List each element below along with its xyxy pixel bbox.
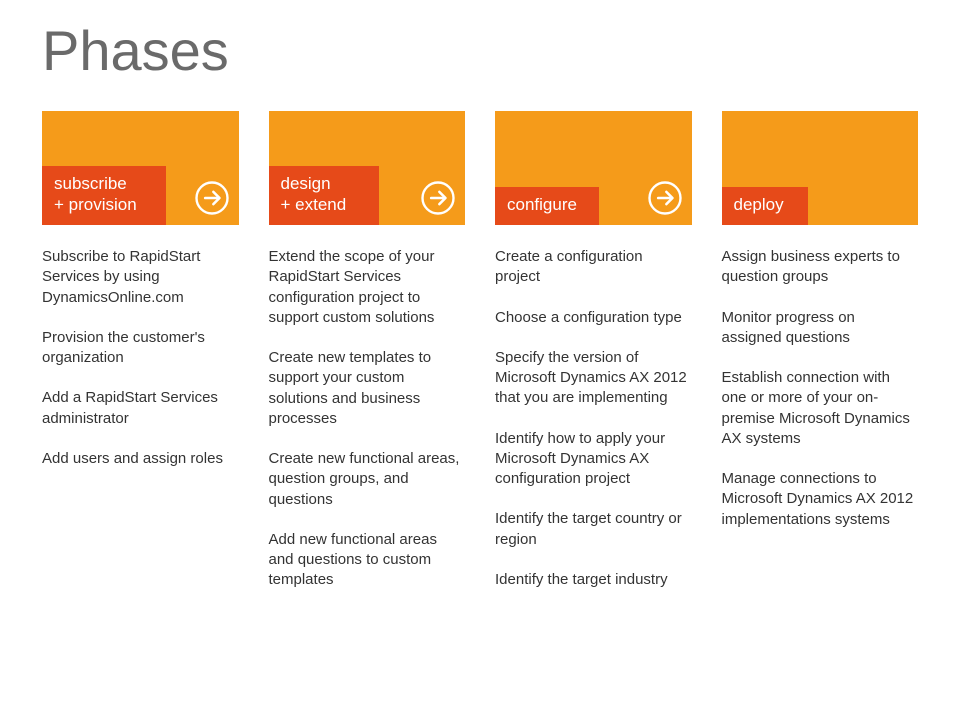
arrow-right-icon — [648, 181, 682, 215]
phase-items: Extend the scope of your RapidStart Serv… — [269, 247, 466, 591]
phase-item: Subscribe to RapidStart Services by usin… — [42, 247, 239, 308]
phase-label: design+ extend — [269, 166, 379, 225]
phase-label-line2: + provision — [54, 195, 154, 215]
phase-item: Establish connection with one or more of… — [722, 368, 919, 449]
arrow-right-icon — [195, 181, 229, 215]
phase-item: Manage connections to Microsoft Dynamics… — [722, 469, 919, 530]
phase-item: Add users and assign roles — [42, 449, 239, 469]
phase-item: Assign business experts to question grou… — [722, 247, 919, 288]
phase-item: Monitor progress on assigned questions — [722, 308, 919, 349]
phase-column-design-extend: design+ extend Extend the scope of your … — [269, 111, 466, 591]
phase-item: Add new functional areas and questions t… — [269, 530, 466, 591]
phase-tile-subscribe-provision: subscribe+ provision — [42, 111, 239, 225]
phase-label-line1: design — [281, 174, 367, 194]
phase-items: Assign business experts to question grou… — [722, 247, 919, 530]
phase-item: Create new templates to support your cus… — [269, 348, 466, 429]
phase-item: Choose a configuration type — [495, 308, 692, 328]
phase-label: subscribe+ provision — [42, 166, 166, 225]
page-title: Phases — [42, 18, 918, 83]
phase-items: Subscribe to RapidStart Services by usin… — [42, 247, 239, 469]
phase-item: Identify how to apply your Microsoft Dyn… — [495, 429, 692, 490]
phase-label: configure — [495, 187, 599, 225]
phase-label-line2: + extend — [281, 195, 367, 215]
phase-column-deploy: deploy Assign business experts to questio… — [722, 111, 919, 591]
phase-label-line1: configure — [507, 195, 587, 215]
phase-label: deploy — [722, 187, 808, 225]
phase-label-line1: subscribe — [54, 174, 154, 194]
phase-item: Identify the target country or region — [495, 509, 692, 550]
phase-item: Create a configuration project — [495, 247, 692, 288]
phase-tile-configure: configure — [495, 111, 692, 225]
phase-item: Create new functional areas, question gr… — [269, 449, 466, 510]
phase-column-configure: configure Create a configuration project… — [495, 111, 692, 591]
phase-column-subscribe-provision: subscribe+ provision Subscribe to RapidS… — [42, 111, 239, 591]
arrow-right-icon — [421, 181, 455, 215]
page-root: Phases subscribe+ provision Subscribe to… — [0, 0, 960, 591]
phase-item: Extend the scope of your RapidStart Serv… — [269, 247, 466, 328]
phase-item: Add a RapidStart Services administrator — [42, 388, 239, 429]
phase-columns: subscribe+ provision Subscribe to RapidS… — [42, 111, 918, 591]
phase-tile-deploy: deploy — [722, 111, 919, 225]
phase-tile-design-extend: design+ extend — [269, 111, 466, 225]
phase-item: Specify the version of Microsoft Dynamic… — [495, 348, 692, 409]
phase-item: Identify the target industry — [495, 570, 692, 590]
phase-item: Provision the customer's organization — [42, 328, 239, 369]
phase-label-line1: deploy — [734, 195, 796, 215]
phase-items: Create a configuration project Choose a c… — [495, 247, 692, 590]
